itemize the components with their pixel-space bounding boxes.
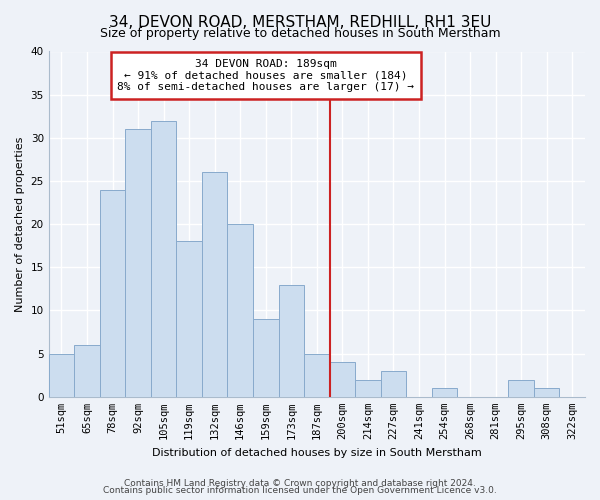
Bar [508, 380, 534, 397]
Bar [380, 371, 406, 397]
Text: Contains public sector information licensed under the Open Government Licence v3: Contains public sector information licen… [103, 486, 497, 495]
Bar [176, 242, 202, 397]
Bar [329, 362, 355, 397]
Bar [49, 354, 74, 397]
Text: 34 DEVON ROAD: 189sqm
← 91% of detached houses are smaller (184)
8% of semi-deta: 34 DEVON ROAD: 189sqm ← 91% of detached … [117, 59, 414, 92]
Bar [227, 224, 253, 397]
Bar [100, 190, 125, 397]
X-axis label: Distribution of detached houses by size in South Merstham: Distribution of detached houses by size … [152, 448, 482, 458]
Bar [202, 172, 227, 397]
Y-axis label: Number of detached properties: Number of detached properties [15, 136, 25, 312]
Bar [253, 319, 278, 397]
Bar [534, 388, 559, 397]
Bar [74, 345, 100, 397]
Bar [151, 120, 176, 397]
Text: 34, DEVON ROAD, MERSTHAM, REDHILL, RH1 3EU: 34, DEVON ROAD, MERSTHAM, REDHILL, RH1 3… [109, 15, 491, 30]
Bar [355, 380, 380, 397]
Text: Contains HM Land Registry data © Crown copyright and database right 2024.: Contains HM Land Registry data © Crown c… [124, 478, 476, 488]
Text: Size of property relative to detached houses in South Merstham: Size of property relative to detached ho… [100, 28, 500, 40]
Bar [432, 388, 457, 397]
Bar [304, 354, 329, 397]
Bar [125, 129, 151, 397]
Bar [278, 284, 304, 397]
